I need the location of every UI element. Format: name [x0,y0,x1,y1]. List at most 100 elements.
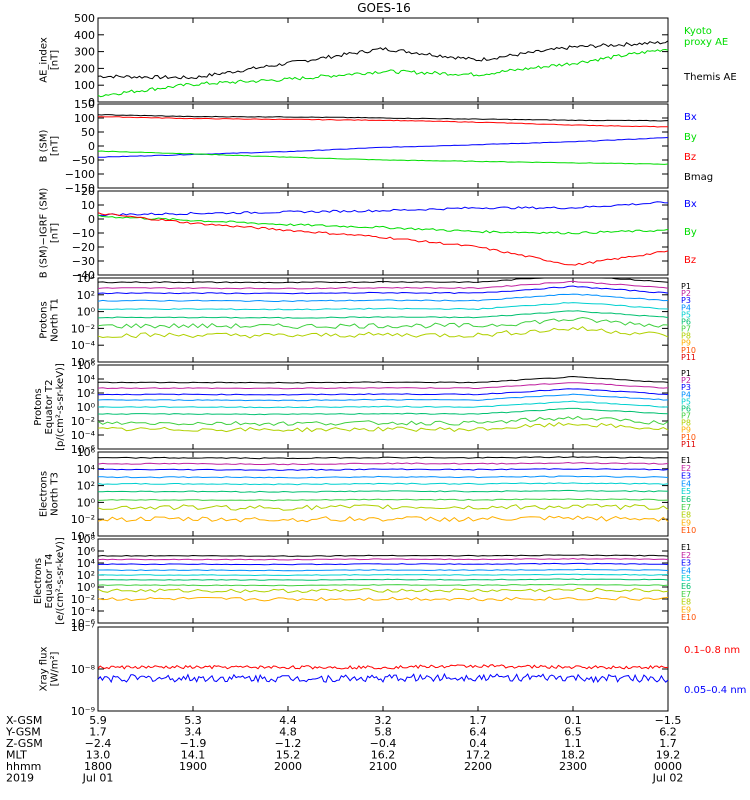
x-tick-value: 3.4 [184,726,202,739]
x-tick-value: 6.4 [469,726,487,739]
y-axis-label: AE_index [39,37,50,83]
channel-line-e5 [97,482,669,486]
panel-frame [97,538,669,624]
x-tick-value: 5.8 [374,726,392,739]
y-tick-label: 10² [77,480,95,493]
channel-legend: E1 [681,456,691,465]
panel-frame [97,190,669,276]
channel-legend: P4 [681,390,691,399]
channel-legend: E10 [681,526,696,535]
y-tick-label: 100 [74,79,95,92]
y-tick-label: 10⁻⁴ [71,339,96,352]
y-tick-label: 10⁻⁴ [71,605,96,618]
series-line-by [97,150,669,165]
channel-line-p3 [97,285,669,295]
y-axis-label: Protons [39,301,50,338]
x-axis-labels: X-GSMY-GSMZ-GSMMLThhmm20195.91.7−2.413.0… [5,714,683,785]
x-tick-value: −2.4 [85,737,112,750]
panel-frame [97,451,669,537]
channel-line-p2 [97,280,669,290]
y-tick-label: −40 [72,269,95,282]
channel-legend: P2 [681,376,691,385]
x-tick-value: 2300 [559,760,587,773]
x-tick-value: Jul 02 [652,772,684,785]
channel-line-p5 [97,302,669,311]
panel-frame [97,277,669,363]
y-axis-label: [nT] [50,50,61,70]
y-tick-label: 200 [74,62,95,75]
y-axis-label: Equator T2 [44,380,55,435]
channel-line-e7 [97,498,669,502]
y-tick-label: 10⁰ [77,306,96,319]
legend-entry: Bx [684,199,697,210]
series-line-kyoto-proxy-ae [97,48,669,98]
y-tick-label: 10⁴ [77,373,96,386]
x-tick-value: −1.2 [275,737,302,750]
legend-entry: Bz [684,152,696,163]
x-tick-value: 0.4 [469,737,487,750]
channel-legend: E5 [681,487,691,496]
channel-legend: P8 [681,332,691,341]
x-tick-value: 1.7 [659,737,677,750]
legend-entry: 0.05–0.4 nm [684,685,746,696]
y-tick-label: 0 [88,213,95,226]
y-tick-label: 10⁻⁴ [71,530,96,543]
y-tick-label: 150 [74,98,95,111]
channel-legend: P3 [681,383,691,392]
y-tick-label: 10⁰ [77,581,96,594]
channel-legend: P5 [681,310,691,319]
channel-line-p7 [97,415,669,426]
x-tick-value: 0.1 [564,714,582,727]
x-tick-value: 14.1 [181,749,206,762]
panel-frame [97,17,669,103]
channel-legend: P11 [681,440,696,449]
legend-entry: By [684,227,697,238]
x-row-label: Y-GSM [5,726,41,739]
channel-legend: P4 [681,303,691,312]
series-line-bz [97,212,669,266]
channel-legend: P1 [681,282,691,291]
y-tick-label: −20 [72,241,95,254]
x-tick-value: 2000 [274,760,302,773]
channel-line-p8 [97,326,669,339]
channel-legend: P9 [681,339,691,348]
y-tick-label: 50 [81,126,95,139]
channel-legend: P5 [681,397,691,406]
channel-line-e6 [97,578,669,581]
x-tick-value: 4.4 [279,714,297,727]
x-tick-value: 1900 [179,760,207,773]
channel-line-e8 [97,503,669,511]
channel-line-p5 [97,400,669,409]
x-tick-value: 15.2 [276,749,301,762]
y-axis-label: B (SM) [39,129,50,162]
x-tick-value: −0.4 [370,737,397,750]
channel-legend: P7 [681,412,691,421]
y-tick-label: 10⁻⁶ [71,443,96,456]
channel-legend: P9 [681,426,691,435]
y-tick-label: −100 [65,168,95,181]
series-line-bx [98,137,669,158]
channel-legend: E7 [681,503,691,512]
panel-protons_north: 10⁴ 10² 10⁰ 10⁻² 10⁻⁴ 10⁻⁶ Protons North T1 P1P2… [39,272,697,369]
channel-legend: E4 [681,479,691,488]
channel-legend: E8 [681,598,691,607]
channel-legend: E9 [681,605,691,614]
channel-line-p1 [97,375,669,384]
channel-line-p2 [97,382,669,390]
legend-entry: Kyoto [684,26,712,37]
channel-legend: E4 [681,566,691,575]
x-tick-value: Jul 01 [82,772,114,785]
x-row-label: MLT [6,749,27,762]
y-tick-label: 10⁻⁹ [71,705,95,718]
channel-line-p3 [97,388,669,396]
channel-line-e3 [97,467,669,471]
x-tick-value: 4.8 [279,726,297,739]
x-tick-value: 1.7 [89,726,107,739]
legend-entry: Themis AE [683,72,737,83]
y-tick-label: 10 [81,199,95,212]
